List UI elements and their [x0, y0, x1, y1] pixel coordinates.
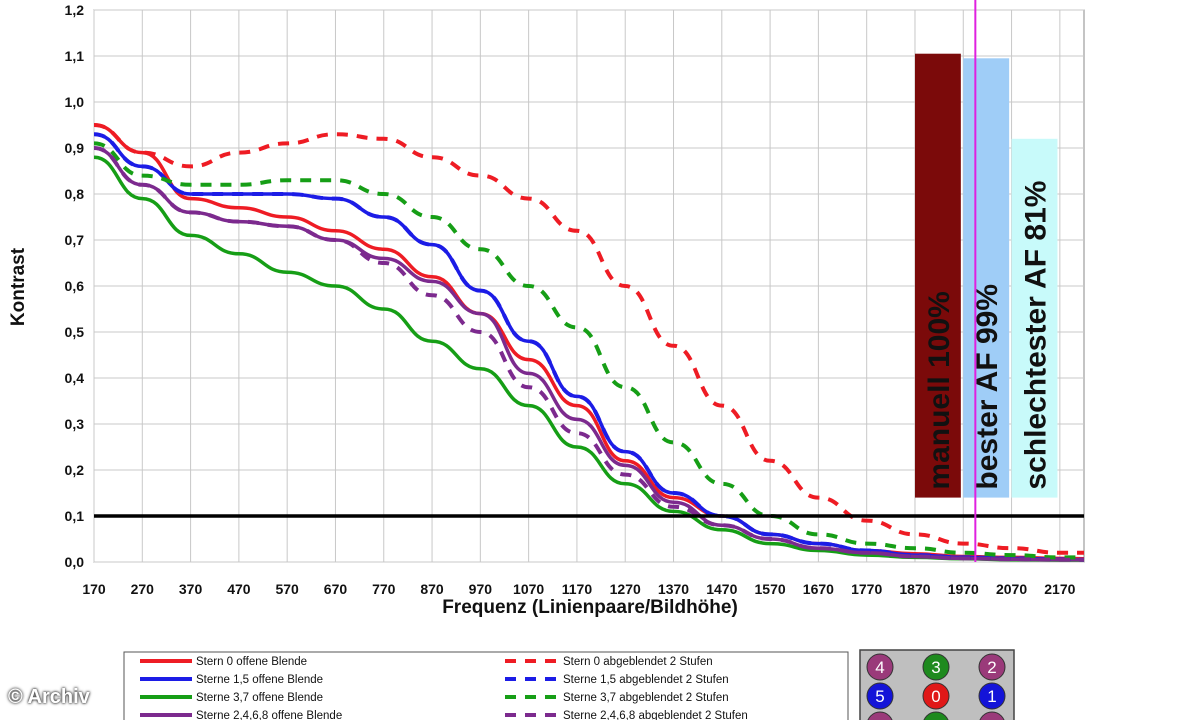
sensor-point-label: 3: [931, 658, 940, 677]
legend-label: Sterne 3,7 offene Blende: [196, 692, 323, 704]
accuracy-bar-label: bester AF 99%: [971, 284, 1004, 490]
accuracy-bar-label: manuell 100%: [923, 291, 956, 489]
x-tick-label: 1570: [755, 581, 786, 597]
y-tick-label: 0,0: [65, 554, 85, 570]
x-tick-label: 1370: [658, 581, 689, 597]
legend-label: Sterne 2,4,6,8 offene Blende: [196, 710, 342, 720]
x-tick-label: 1670: [803, 581, 834, 597]
accuracy-bar: [963, 58, 1010, 498]
y-tick-label: 1,0: [65, 94, 85, 110]
sensor-point: [867, 711, 893, 720]
sensor-point: [979, 711, 1005, 720]
legend-label: Sterne 1,5 offene Blende: [196, 674, 323, 686]
x-axis-title: Frequenz (Linienpaare/Bildhöhe): [442, 597, 738, 618]
series-lines: [93, 123, 1085, 562]
sensor-point-label: 2: [987, 658, 996, 677]
legend-label: Sterne 2,4,6,8 abgeblendet 2 Stufen: [563, 710, 748, 720]
y-tick-label: 0,2: [65, 462, 85, 478]
legend-label: Stern 0 offene Blende: [196, 656, 307, 668]
accuracy-bar: [1011, 138, 1058, 498]
series-line: [93, 123, 1084, 555]
y-tick-label: 1,2: [65, 2, 85, 18]
sensor-point: [866, 653, 894, 681]
x-tick-label: 1270: [610, 581, 641, 597]
x-tick-label: 870: [420, 581, 444, 597]
accuracy-bar-label: schlechtester AF 81%: [1020, 181, 1053, 490]
legend-box: [123, 651, 849, 720]
x-tick-label: 470: [227, 581, 251, 597]
y-tick-label: 0,5: [65, 324, 85, 340]
x-tick-label: 770: [372, 581, 396, 597]
y-tick-label: 1,1: [65, 48, 85, 64]
y-tick-label: 0,1: [65, 508, 85, 524]
sensor-point-label: 0: [931, 687, 940, 706]
sensor-point-label: 1: [987, 687, 996, 706]
sensor-grid: 4 3 2 5 0 1: [859, 649, 1015, 720]
x-tick-label: 1870: [899, 581, 930, 597]
y-tick-label: 0,3: [65, 416, 85, 432]
y-tick-label: 0,7: [65, 232, 85, 248]
accuracy-bar: [914, 53, 961, 498]
x-tick-label: 1470: [706, 581, 737, 597]
legend-label: Stern 0 abgeblendet 2 Stufen: [563, 656, 713, 668]
x-tick-label: 1970: [948, 581, 979, 597]
x-tick-label: 370: [179, 581, 203, 597]
sensor-point: [978, 653, 1006, 681]
x-tick-label: 1170: [562, 581, 593, 597]
x-tick-label: 170: [82, 581, 106, 597]
sensor-point: [866, 682, 894, 710]
legend-label: Sterne 1,5 abgeblendet 2 Stufen: [563, 674, 729, 686]
sensor-point: [923, 711, 949, 720]
x-tick-label: 2170: [1044, 581, 1075, 597]
y-axis-title: Kontrast: [8, 247, 29, 326]
sensor-point-label: 4: [875, 658, 884, 677]
legend: Stern 0 offene Blende Sterne 1,5 offene B…: [123, 651, 849, 720]
sensor-point-label: 5: [875, 687, 884, 706]
y-tick-label: 0,4: [65, 370, 85, 386]
x-tick-label: 1070: [513, 581, 544, 597]
reference-lines: [94, 0, 1084, 562]
x-tick-labels: 170 270 370 470 570 670 770 870 970 1070 1170 1270 1…: [82, 581, 1075, 597]
x-tick-label: 670: [324, 581, 348, 597]
legend-label: Sterne 3,7 abgeblendet 2 Stufen: [563, 692, 729, 704]
x-tick-label: 1770: [851, 581, 882, 597]
sensor-point: [922, 653, 950, 681]
accuracy-bars: manuell 100% bester AF 99% schlechtester A…: [914, 53, 1058, 498]
x-tick-label: 2070: [996, 581, 1027, 597]
y-tick-label: 0,6: [65, 278, 85, 294]
series-line: [93, 146, 1084, 562]
x-tick-label: 570: [275, 581, 299, 597]
y-tick-label: 0,9: [65, 140, 85, 156]
x-tick-label: 970: [469, 581, 493, 597]
y-tick-label: 0,8: [65, 186, 85, 202]
sensor-point: [922, 682, 950, 710]
y-tick-labels: 0,0 0,1 0,2 0,3 0,4 0,5 0,6 0,7 0,8 0,9 1,0 1,1 1,2: [65, 2, 85, 570]
copyright-text: © Archiv: [8, 686, 90, 708]
x-tick-label: 270: [131, 581, 155, 597]
sensor-point: [978, 682, 1006, 710]
